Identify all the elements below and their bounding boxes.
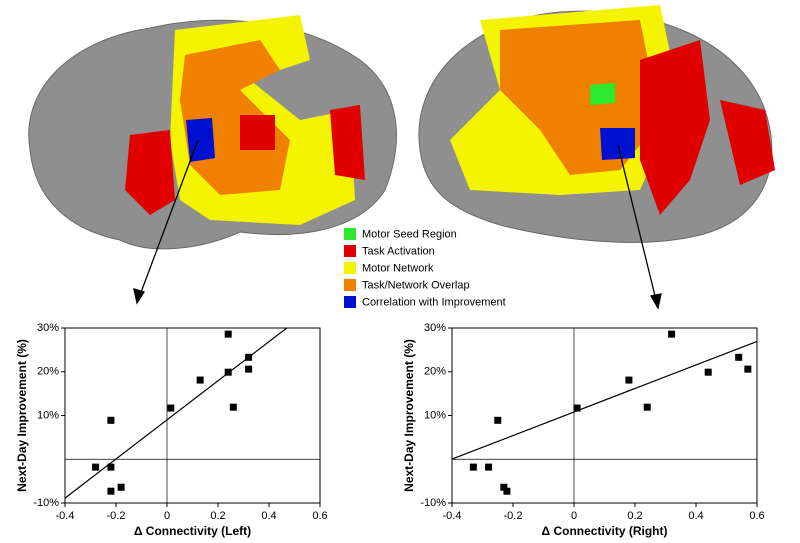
x-tick-label: -0.4 <box>56 510 75 522</box>
x-tick-label: 0 <box>571 510 577 522</box>
x-tick-label: 0.2 <box>627 510 642 522</box>
x-tick-label: -0.2 <box>107 510 126 522</box>
point <box>107 416 115 424</box>
legend-swatch <box>344 262 356 274</box>
x-tick-label: 0.6 <box>312 510 327 522</box>
x-tick-label: 0.4 <box>261 510 276 522</box>
legend-label: Motor Seed Region <box>362 228 457 240</box>
legend-label: Task Activation <box>362 245 435 257</box>
x-tick-label: -0.2 <box>504 510 523 522</box>
y-tick-label: 20% <box>424 366 446 378</box>
fit-line <box>451 340 758 460</box>
point <box>245 365 253 373</box>
x-tick-label: 0.2 <box>210 510 225 522</box>
point <box>107 463 115 471</box>
y-tick-label: 20% <box>37 366 59 378</box>
arrows <box>133 139 662 310</box>
x-axis-title: Δ Connectivity (Right) <box>542 524 668 538</box>
point <box>643 403 651 411</box>
right-brain <box>418 5 775 243</box>
y-tick-label: -10% <box>33 497 59 509</box>
legend-swatch <box>344 228 356 240</box>
x-tick-label: 0.4 <box>688 510 703 522</box>
legend-label: Motor Network <box>362 262 434 274</box>
point <box>735 353 743 361</box>
point <box>167 404 175 412</box>
point <box>494 416 502 424</box>
point <box>117 483 125 491</box>
x-tick-label: -0.4 <box>443 510 462 522</box>
left-brain <box>28 15 397 250</box>
point <box>229 403 237 411</box>
point <box>224 330 232 338</box>
y-axis-title: Next-Day Improvement (%) <box>15 339 29 492</box>
point <box>107 487 115 495</box>
legend-label: Correlation with Improvement <box>362 296 506 308</box>
point <box>668 330 676 338</box>
plot-frame <box>451 327 758 504</box>
x-tick-label: 0.6 <box>749 510 764 522</box>
y-tick-label: 30% <box>37 322 59 334</box>
point <box>500 483 508 491</box>
y-tick-label: -10% <box>420 497 446 509</box>
legend-swatch <box>344 279 356 291</box>
point <box>503 487 511 495</box>
point <box>485 463 493 471</box>
legend-label: Task/Network Overlap <box>362 279 470 291</box>
point <box>92 463 100 471</box>
point <box>224 368 232 376</box>
y-tick-label: 30% <box>424 322 446 334</box>
x-tick-label: 0 <box>164 510 170 522</box>
legend: Motor Seed Region Task Activation Motor Ne… <box>344 228 506 308</box>
x-axis-title: Δ Connectivity (Left) <box>134 524 251 538</box>
y-tick-label: 10% <box>424 409 446 421</box>
point <box>469 463 477 471</box>
point <box>245 353 253 361</box>
point <box>573 404 581 412</box>
legend-swatch <box>344 245 356 257</box>
y-axis-title: Next-Day Improvement (%) <box>402 339 416 492</box>
legend-swatch <box>344 296 356 308</box>
y-tick-label: 10% <box>37 409 59 421</box>
point <box>625 376 633 384</box>
fit-line <box>64 327 288 499</box>
point <box>744 365 752 373</box>
point <box>196 376 204 384</box>
point <box>704 368 712 376</box>
plot-frame <box>64 327 321 504</box>
